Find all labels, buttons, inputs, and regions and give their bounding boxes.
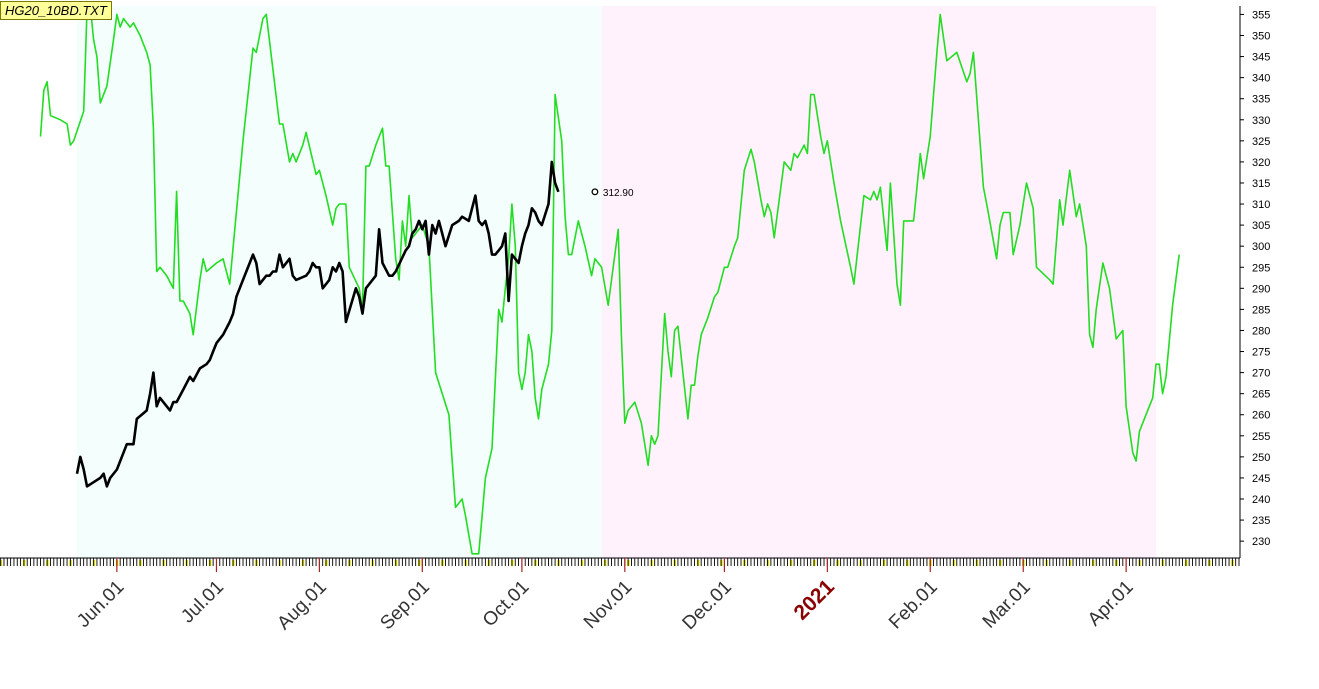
y-tick-label: 230 [1252, 536, 1270, 548]
y-tick-label: 315 [1252, 178, 1270, 190]
y-tick-label: 245 [1252, 473, 1270, 485]
x-tick-label: Apr.01 [1084, 577, 1138, 631]
y-tick-label: 345 [1252, 52, 1270, 64]
y-tick-label: 275 [1252, 347, 1270, 359]
y-axis: 230 235 240 245 250 255 260 265 270 275 280 285 290 2… [1239, 6, 1270, 558]
y-tick-label: 320 [1252, 157, 1270, 169]
y-tick-label: 340 [1252, 73, 1270, 85]
y-tick-label: 250 [1252, 452, 1270, 464]
y-tick-label: 330 [1252, 115, 1270, 127]
last-value-marker: 312.90 [591, 188, 634, 199]
chart-series [39, 5, 1180, 555]
y-tick-label: 280 [1252, 325, 1270, 337]
region-background-0 [77, 6, 602, 558]
y-tick-label: 285 [1252, 304, 1270, 316]
y-tick-label: 290 [1252, 283, 1270, 295]
x-tick-label: Jun.01 [73, 577, 128, 632]
y-tick-label: 300 [1252, 241, 1270, 253]
x-tick-label: Nov.01 [580, 577, 636, 633]
y-tick-label: 355 [1252, 9, 1270, 21]
y-tick-label: 335 [1252, 94, 1270, 106]
region-background-1 [601, 6, 1157, 558]
series-line-0 [39, 5, 1180, 555]
y-tick-label: 295 [1252, 262, 1270, 274]
y-tick-label: 270 [1252, 368, 1270, 380]
y-tick-label: 235 [1252, 515, 1270, 527]
x-tick-label: Mar.01 [979, 577, 1035, 633]
y-tick-label: 240 [1252, 494, 1270, 506]
y-tick-label: 260 [1252, 410, 1270, 422]
x-tick-label: Sep.01 [376, 577, 433, 634]
x-tick-label: Aug.01 [273, 577, 330, 634]
y-tick-label: 265 [1252, 389, 1270, 401]
x-tick-label: Jul.01 [177, 577, 228, 628]
last-value-dot [591, 188, 599, 196]
x-tick-label: 2021 [790, 575, 840, 625]
x-tick-label: Oct.01 [479, 577, 533, 631]
chart-background [77, 6, 1157, 558]
y-tick-label: 255 [1252, 431, 1270, 443]
series-line-1 [75, 160, 560, 488]
y-tick-label: 310 [1252, 199, 1270, 211]
y-tick-label: 325 [1252, 136, 1270, 148]
x-axis: Jun.01 Jul.01 Aug.01 Sep.01 Oct.01 Nov.01 Dec.… [0, 557, 1240, 634]
x-tick-label: Feb.01 [885, 577, 942, 634]
last-value-label: 312.90 [603, 188, 634, 199]
chart-title: HG20_10BD.TXT [0, 1, 112, 20]
y-tick-label: 305 [1252, 220, 1270, 232]
x-tick-label: Dec.01 [679, 577, 736, 634]
y-tick-label: 350 [1252, 30, 1270, 42]
